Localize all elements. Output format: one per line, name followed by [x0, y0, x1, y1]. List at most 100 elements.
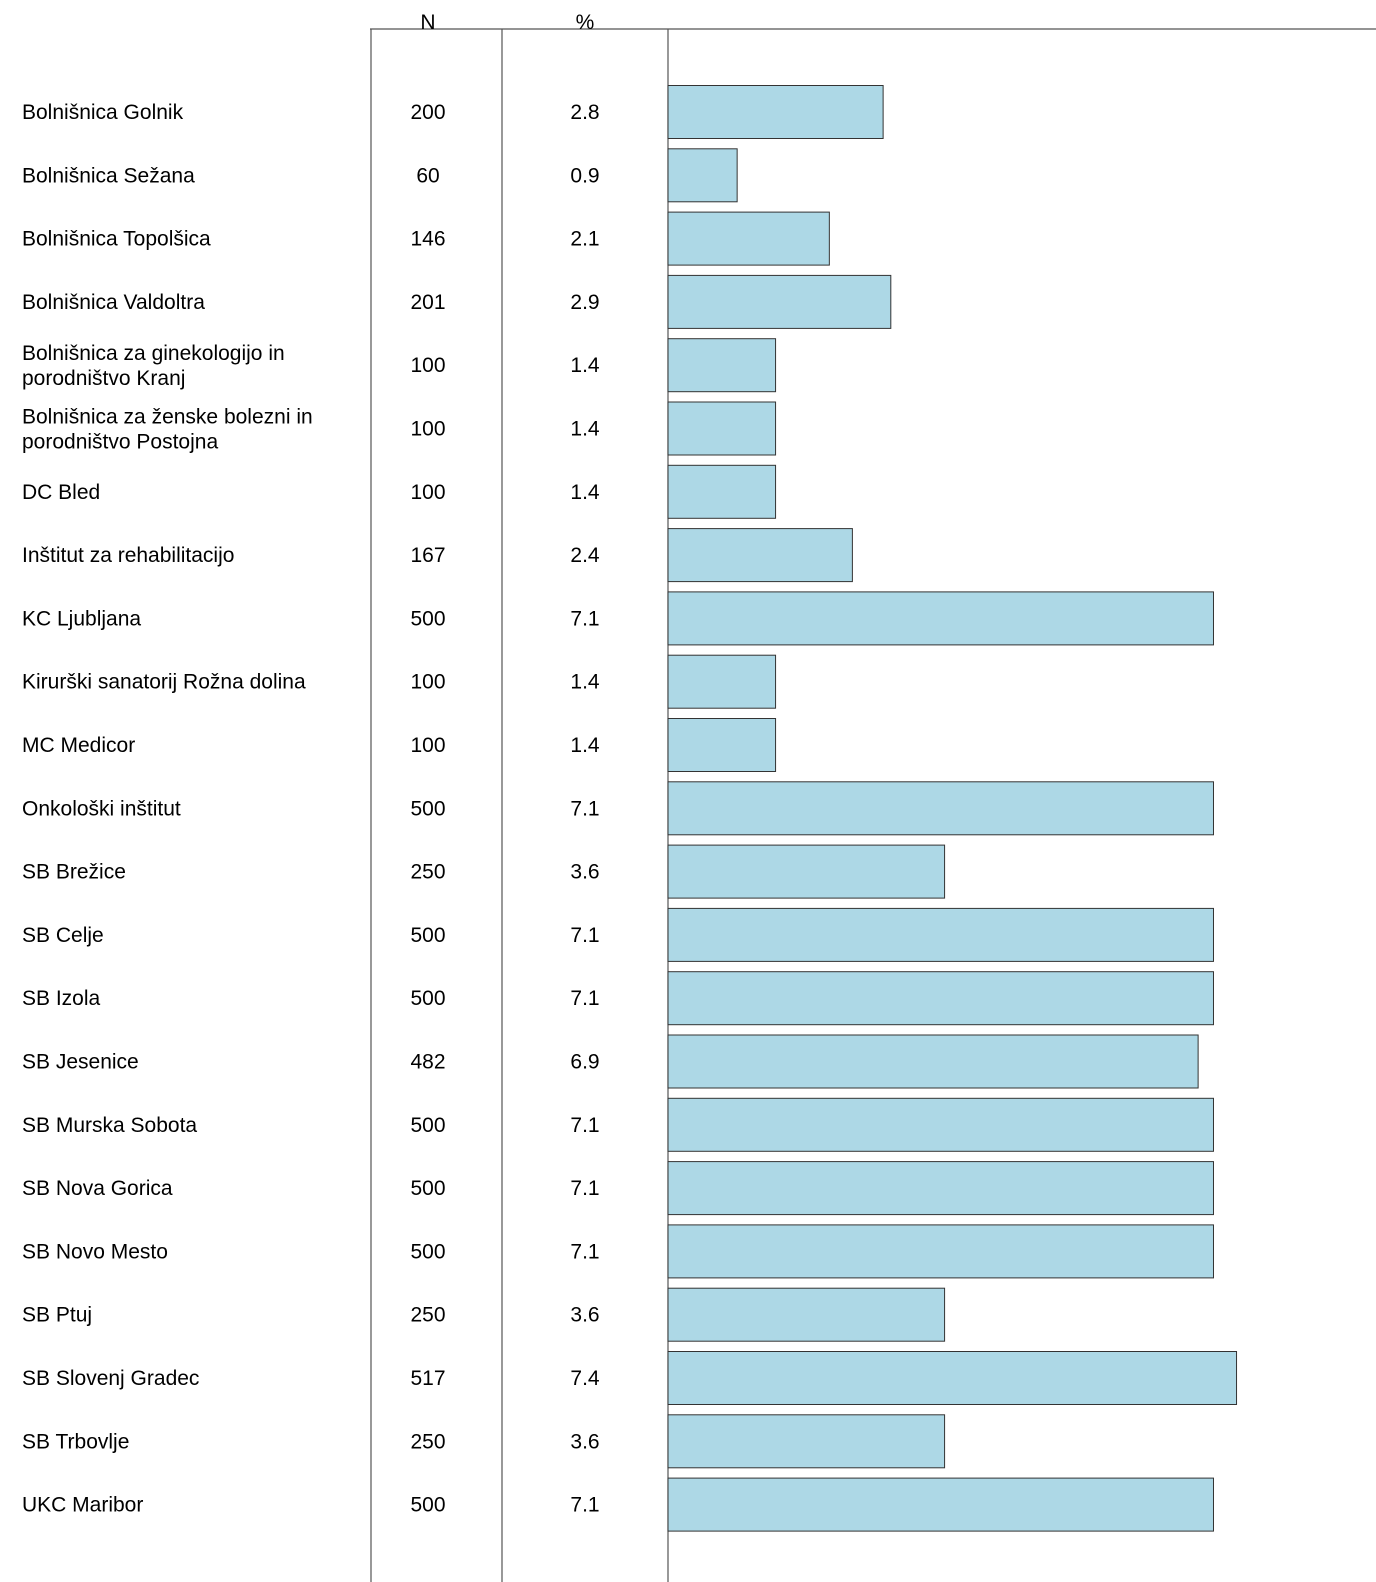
percent-value: 7.1 [570, 607, 599, 630]
category-label: SB Celje [22, 924, 104, 947]
n-value: 250 [410, 861, 445, 884]
n-value: 500 [410, 1114, 445, 1137]
bar [667, 1097, 1214, 1152]
category-label-line: Bolnišnica za ginekologijo in [22, 342, 285, 365]
bar [667, 971, 1214, 1026]
bar [667, 1477, 1214, 1532]
chart-row: MC Medicor 100 1.4 [22, 718, 777, 772]
chart-row: Onkološki inštitut 500 7.1 [22, 781, 1214, 836]
chart-row: SB Trbovlje 250 3.6 [22, 1414, 946, 1469]
bar [667, 1034, 1199, 1089]
percent-value: 7.1 [570, 1114, 599, 1137]
category-label: Bolnišnica Golnik [22, 101, 184, 124]
category-label: UKC Maribor [22, 1494, 143, 1517]
category-label: MC Medicor [22, 734, 135, 757]
percent-value: 7.1 [570, 1240, 599, 1263]
percent-value: 1.4 [570, 734, 600, 757]
chart-row: SB Slovenj Gradec 517 7.4 [22, 1351, 1238, 1405]
percent-value: 6.9 [570, 1051, 599, 1074]
chart-row: SB Brežice 250 3.6 [22, 844, 946, 899]
percent-value: 2.8 [570, 101, 599, 124]
n-value: 500 [410, 1177, 445, 1200]
category-label: SB Brežice [22, 861, 126, 884]
n-value: 500 [410, 797, 445, 820]
n-value: 201 [410, 291, 445, 314]
bar [667, 781, 1214, 836]
n-value: 250 [410, 1430, 445, 1453]
bar [667, 1287, 946, 1342]
n-value: 500 [410, 987, 445, 1010]
percent-value: 7.1 [570, 797, 599, 820]
category-label: Bolnišnica za ginekologijo in porodništvo… [22, 342, 285, 390]
category-label: DC Bled [22, 481, 100, 504]
chart-row: SB Celje 500 7.1 [22, 907, 1214, 962]
bar [667, 528, 853, 583]
n-value: 100 [410, 481, 445, 504]
bar [667, 591, 1214, 646]
chart-rows: Bolnišnica Golnik 200 2.8 Bolnišnica Sežana… [22, 85, 1238, 1532]
n-value: 200 [410, 101, 445, 124]
chart-row: SB Jesenice 482 6.9 [22, 1034, 1199, 1089]
n-value: 100 [410, 734, 445, 757]
percent-value: 7.1 [570, 924, 599, 947]
chart-row: SB Nova Gorica 500 7.1 [22, 1161, 1214, 1216]
bar [667, 1414, 946, 1469]
percent-value: 2.4 [570, 544, 600, 567]
category-label: Kirurški sanatorij Rožna dolina [22, 671, 306, 694]
n-column-header: N [420, 11, 435, 34]
percent-value: 0.9 [570, 164, 599, 187]
bar [667, 85, 884, 139]
n-value: 482 [410, 1051, 445, 1074]
category-label: SB Jesenice [22, 1051, 139, 1074]
percent-value: 7.1 [570, 1177, 599, 1200]
bar [667, 654, 777, 709]
n-value: 250 [410, 1304, 445, 1327]
percent-value: 2.9 [570, 291, 599, 314]
category-label-line: porodništvo Kranj [22, 367, 185, 390]
chart-row: Inštitut za rehabilitacijo 167 2.4 [22, 528, 853, 583]
n-value: 167 [410, 544, 445, 567]
chart-row: UKC Maribor 500 7.1 [22, 1477, 1214, 1532]
percent-value: 1.4 [570, 671, 600, 694]
chart-row: KC Ljubljana 500 7.1 [22, 591, 1214, 646]
bar [667, 148, 738, 203]
bar [667, 907, 1214, 962]
n-value: 500 [410, 1494, 445, 1517]
bar [667, 401, 777, 456]
percent-value: 1.4 [570, 481, 600, 504]
chart-row: Bolnišnica Sežana 60 0.9 [22, 148, 738, 203]
bar [667, 338, 777, 393]
chart-row: SB Ptuj 250 3.6 [22, 1287, 946, 1342]
bar [667, 844, 946, 899]
bar [667, 1351, 1238, 1405]
bar [667, 211, 830, 266]
chart-row: SB Murska Sobota 500 7.1 [22, 1097, 1214, 1152]
chart-row: SB Novo Mesto 500 7.1 [22, 1224, 1214, 1279]
chart-row: Bolnišnica Golnik 200 2.8 [22, 85, 884, 139]
bar [667, 1224, 1214, 1279]
category-label: SB Novo Mesto [22, 1240, 168, 1263]
n-value: 500 [410, 924, 445, 947]
category-label: SB Nova Gorica [22, 1177, 173, 1200]
percent-value: 3.6 [570, 1304, 599, 1327]
percent-value: 3.6 [570, 1430, 599, 1453]
bar [667, 464, 777, 519]
bar [667, 718, 777, 772]
chart-row: DC Bled 100 1.4 [22, 464, 777, 519]
chart-row: Bolnišnica za ženske bolezni in porodništ… [22, 401, 777, 456]
chart-row: Kirurški sanatorij Rožna dolina 100 1.4 [22, 654, 777, 709]
category-label: Bolnišnica Valdoltra [22, 291, 205, 314]
percent-column-header: % [576, 11, 595, 34]
category-label-line: Bolnišnica za ženske bolezni in [22, 406, 313, 429]
n-value: 517 [410, 1367, 445, 1390]
percent-value: 1.4 [570, 418, 600, 441]
chart-row: SB Izola 500 7.1 [22, 971, 1214, 1026]
category-label-line: porodništvo Postojna [22, 431, 218, 454]
n-value: 100 [410, 354, 445, 377]
percent-value: 2.1 [570, 228, 599, 251]
chart-row: Bolnišnica Topolšica 146 2.1 [22, 211, 830, 266]
category-label: Bolnišnica Sežana [22, 164, 195, 187]
n-value: 500 [410, 1240, 445, 1263]
percent-value: 7.4 [570, 1367, 600, 1390]
